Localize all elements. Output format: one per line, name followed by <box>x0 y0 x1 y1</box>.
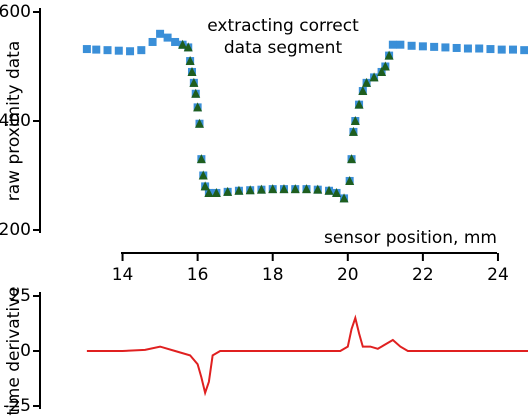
point <box>475 44 484 53</box>
point <box>345 175 355 185</box>
point <box>193 102 203 112</box>
point <box>256 184 266 194</box>
point <box>520 46 528 55</box>
point <box>185 56 195 66</box>
y-axis-label: time derivative <box>4 286 24 415</box>
point <box>211 187 221 197</box>
x-axis-label: sensor position, mm <box>324 228 497 248</box>
point <box>350 116 360 125</box>
annotation: extracting correct <box>207 16 359 36</box>
point <box>441 43 450 52</box>
point <box>339 193 349 203</box>
point <box>332 187 342 197</box>
point <box>82 45 91 54</box>
point <box>223 186 233 196</box>
x-tick-label: 24 <box>487 265 509 285</box>
point <box>407 41 416 50</box>
x-tick-label: 16 <box>187 265 209 285</box>
point <box>171 37 180 46</box>
point <box>234 185 244 195</box>
point <box>463 44 472 53</box>
point <box>384 50 394 60</box>
point <box>324 185 334 195</box>
y-tick-label: 400 <box>0 111 31 131</box>
point <box>377 66 387 76</box>
x-tick-label: 22 <box>412 265 434 285</box>
point <box>268 184 278 194</box>
point <box>347 154 357 164</box>
point <box>204 187 214 197</box>
point <box>200 181 210 191</box>
y-tick-label: -25 <box>3 396 31 416</box>
x-tick-label: 14 <box>112 265 134 285</box>
point <box>290 184 300 194</box>
point <box>358 86 368 96</box>
point <box>348 126 358 136</box>
point <box>430 42 439 51</box>
point <box>388 40 397 49</box>
point <box>163 33 172 42</box>
point <box>497 45 506 54</box>
point <box>354 99 364 109</box>
y-axis-label: raw proximity data <box>4 41 24 202</box>
point <box>126 47 135 56</box>
point <box>191 88 201 98</box>
x-tick-label: 18 <box>262 265 284 285</box>
point <box>418 42 427 51</box>
line <box>86 314 528 397</box>
point <box>156 29 165 38</box>
point <box>508 45 517 54</box>
y-tick-label: 200 <box>0 220 31 240</box>
point <box>313 184 323 194</box>
point <box>103 46 112 55</box>
point <box>396 40 405 49</box>
point <box>369 72 379 82</box>
x-tick-label: 20 <box>337 265 359 285</box>
point <box>187 66 197 76</box>
point <box>196 154 206 164</box>
point <box>183 42 193 52</box>
point <box>178 39 188 49</box>
y-tick-label: 25 <box>9 286 31 306</box>
y-tick-label: 600 <box>0 2 31 22</box>
point <box>486 45 495 54</box>
point <box>137 46 146 55</box>
annotation: data segment <box>224 38 343 58</box>
point <box>380 61 390 71</box>
point <box>452 43 461 52</box>
point <box>362 77 372 87</box>
point <box>279 184 289 194</box>
point <box>198 170 208 180</box>
point <box>195 118 205 128</box>
point <box>302 184 311 194</box>
point <box>245 185 255 195</box>
point <box>189 77 199 87</box>
y-tick-label: 0 <box>20 341 31 361</box>
point <box>148 37 157 46</box>
point <box>92 45 101 54</box>
point <box>114 46 123 55</box>
